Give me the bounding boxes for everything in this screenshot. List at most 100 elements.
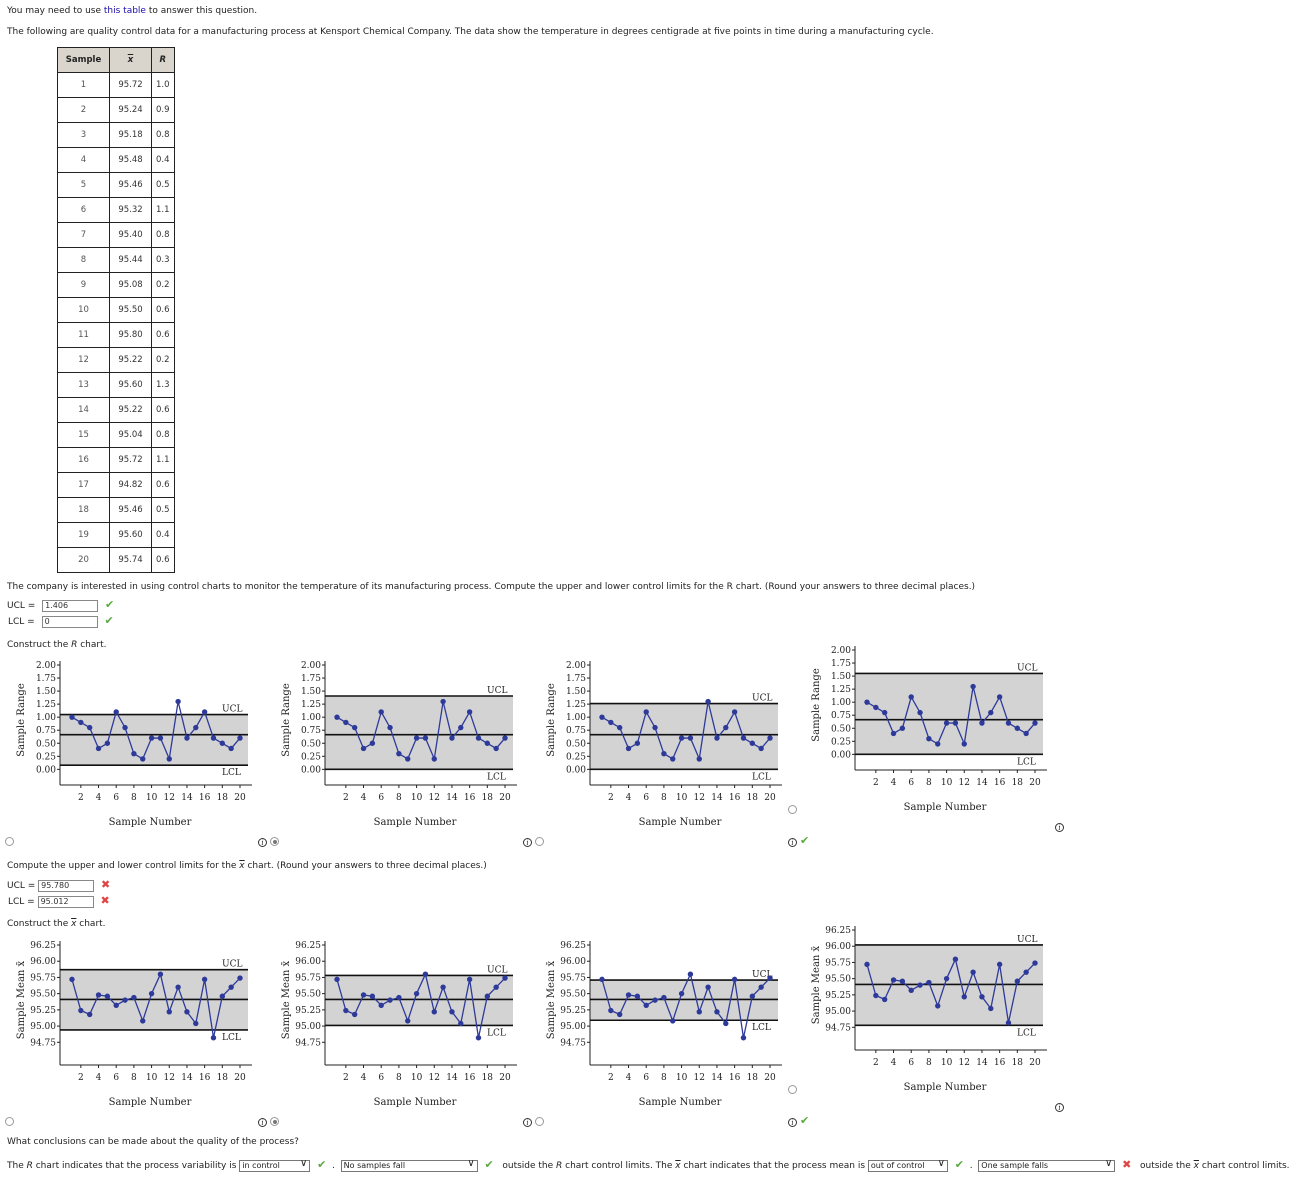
xbar-samples-select[interactable]: One sample falls ∨ xyxy=(978,1157,1116,1172)
svg-text:12: 12 xyxy=(959,778,970,788)
sample-cell: 9 xyxy=(57,272,110,298)
table-row: 20 95.74 0.6 xyxy=(57,547,175,573)
r-samples-select[interactable]: No samples fall ∨ xyxy=(340,1158,478,1172)
svg-text:95.50: 95.50 xyxy=(30,990,56,1000)
xbar-option-2-radio[interactable] xyxy=(270,1117,279,1126)
svg-text:95.25: 95.25 xyxy=(295,1006,321,1016)
svg-text:6: 6 xyxy=(378,793,384,803)
r-lcl-input[interactable]: 0 xyxy=(41,615,98,628)
svg-text:95.25: 95.25 xyxy=(560,1006,586,1016)
check-icon: ✔ xyxy=(317,1158,327,1171)
info-icon[interactable]: i xyxy=(258,838,267,847)
r-option-4-radio[interactable] xyxy=(788,805,797,814)
svg-text:0.25: 0.25 xyxy=(566,752,586,762)
table-row: 2 95.24 0.9 xyxy=(57,97,175,123)
svg-text:0.00: 0.00 xyxy=(36,765,56,775)
svg-text:UCL: UCL xyxy=(1017,663,1037,673)
info-icon[interactable]: i xyxy=(1055,1103,1064,1112)
xbar-option-3-radio[interactable] xyxy=(535,1117,544,1126)
svg-text:LCL: LCL xyxy=(1017,1028,1036,1038)
table-row: 19 95.60 0.4 xyxy=(57,522,175,548)
svg-text:0.50: 0.50 xyxy=(831,724,851,734)
svg-text:95.25: 95.25 xyxy=(30,1006,56,1016)
xbar-chart-option-3[interactable]: 94.75 95.00 95.25 95.50 95.75 96.00 96.25 2 4 6 8 1… xyxy=(530,935,800,1120)
svg-text:95.75: 95.75 xyxy=(30,973,56,983)
col-header-range: R xyxy=(151,47,175,73)
r-option-1-radio[interactable] xyxy=(5,837,14,846)
info-icon[interactable]: i xyxy=(523,838,532,847)
info-icon[interactable]: i xyxy=(258,1118,267,1127)
svg-text:16: 16 xyxy=(464,1073,476,1083)
mean-cell: 95.04 xyxy=(109,422,152,448)
r-ucl-row: UCL = 1.406 ✔ xyxy=(7,598,114,612)
chevron-down-icon: ∨ xyxy=(1104,1157,1113,1169)
info-icon[interactable]: i xyxy=(523,1118,532,1127)
info-icon[interactable]: i xyxy=(788,838,797,847)
r-option-3-radio[interactable] xyxy=(535,837,544,846)
svg-text:12: 12 xyxy=(429,1073,440,1083)
svg-text:2.00: 2.00 xyxy=(36,661,56,671)
svg-text:12: 12 xyxy=(694,793,705,803)
r-chart-option-1[interactable]: 0.00 0.25 0.50 0.75 1.00 1.25 1.50 1.75 2.00 2 4 6 8… xyxy=(0,655,270,840)
xbar-lcl-row: LCL = 95.012 ✖ xyxy=(8,894,110,908)
info-icon[interactable]: i xyxy=(1055,823,1064,832)
sample-cell: 2 xyxy=(57,97,110,123)
table-row: 16 95.72 1.1 xyxy=(57,447,175,473)
svg-text:Sample Range: Sample Range xyxy=(546,683,557,757)
mean-cell: 95.24 xyxy=(109,97,152,123)
svg-text:0.50: 0.50 xyxy=(36,739,56,749)
range-cell: 0.2 xyxy=(151,347,175,373)
xbar-lcl-input[interactable]: 95.012 xyxy=(37,895,94,908)
info-icon[interactable]: i xyxy=(788,1118,797,1127)
mean-cell: 95.60 xyxy=(109,522,152,548)
range-cell: 0.8 xyxy=(151,422,175,448)
sample-cell: 8 xyxy=(57,247,110,273)
svg-text:10: 10 xyxy=(676,793,688,803)
svg-text:94.75: 94.75 xyxy=(295,1038,321,1048)
svg-text:0.75: 0.75 xyxy=(566,726,586,736)
xbar-mean-select[interactable]: out of control ∨ xyxy=(867,1158,948,1172)
xbar-chart-option-2[interactable]: 94.75 95.00 95.25 95.50 95.75 96.00 96.25 2 4 6 8 1… xyxy=(265,935,535,1120)
r-chart-option-3[interactable]: 0.00 0.25 0.50 0.75 1.00 1.25 1.50 1.75 2.00 2 4 6 8… xyxy=(530,655,800,840)
xbar-question: Compute the upper and lower control limi… xyxy=(7,861,487,871)
sample-cell: 12 xyxy=(57,347,110,373)
svg-text:10: 10 xyxy=(146,793,158,803)
xbar-option-4-radio[interactable] xyxy=(788,1085,797,1094)
svg-text:LCL: LCL xyxy=(487,1028,506,1038)
conclusions-question: What conclusions can be made about the q… xyxy=(7,1137,299,1147)
r-lcl-label: LCL = xyxy=(8,617,35,627)
this-table-link[interactable]: this table xyxy=(103,6,146,16)
svg-text:1.25: 1.25 xyxy=(831,685,851,695)
r-option-2-radio[interactable] xyxy=(270,837,279,846)
range-cell: 0.9 xyxy=(151,97,175,123)
svg-text:Sample Number: Sample Number xyxy=(374,817,457,828)
mean-cell: 95.22 xyxy=(109,347,152,373)
range-cell: 0.3 xyxy=(151,247,175,273)
svg-text:4: 4 xyxy=(361,1073,367,1083)
xbar-option-1-radio[interactable] xyxy=(5,1117,14,1126)
r-variability-select[interactable]: in control ∨ xyxy=(239,1158,311,1172)
xbar-chart-option-4[interactable]: 94.75 95.00 95.25 95.50 95.75 96.00 96.25 2 4 6 8 1… xyxy=(795,920,1065,1105)
sample-cell: 18 xyxy=(57,497,110,523)
svg-text:1.00: 1.00 xyxy=(831,698,851,708)
svg-text:96.25: 96.25 xyxy=(295,941,321,951)
range-cell: 0.8 xyxy=(151,222,175,248)
r-chart-option-2[interactable]: 0.00 0.25 0.50 0.75 1.00 1.25 1.50 1.75 2.00 2 4 6 8… xyxy=(265,655,535,840)
r-ucl-input[interactable]: 1.406 xyxy=(42,599,99,612)
r-chart-plot: 0.00 0.25 0.50 0.75 1.00 1.25 1.50 1.75 2.00 2 4 6 8… xyxy=(546,661,782,828)
range-cell: 0.8 xyxy=(151,122,175,148)
r-chart-option-4[interactable]: 0.00 0.25 0.50 0.75 1.00 1.25 1.50 1.75 2.00 2 4 6 8… xyxy=(795,640,1065,825)
svg-text:2: 2 xyxy=(608,793,614,803)
xbar-chart-option-1[interactable]: 94.75 95.00 95.25 95.50 95.75 96.00 96.25 2 4 6 8 1… xyxy=(0,935,270,1120)
svg-text:16: 16 xyxy=(729,793,741,803)
svg-text:1.75: 1.75 xyxy=(36,674,56,684)
svg-text:95.75: 95.75 xyxy=(560,973,586,983)
range-cell: 0.4 xyxy=(151,147,175,173)
svg-text:18: 18 xyxy=(217,1073,229,1083)
xbar-ucl-input[interactable]: 95.780 xyxy=(38,879,95,892)
svg-text:96.00: 96.00 xyxy=(295,957,321,967)
svg-text:14: 14 xyxy=(181,1073,193,1083)
table-row: 8 95.44 0.3 xyxy=(57,247,175,273)
sample-cell: 3 xyxy=(57,122,110,148)
